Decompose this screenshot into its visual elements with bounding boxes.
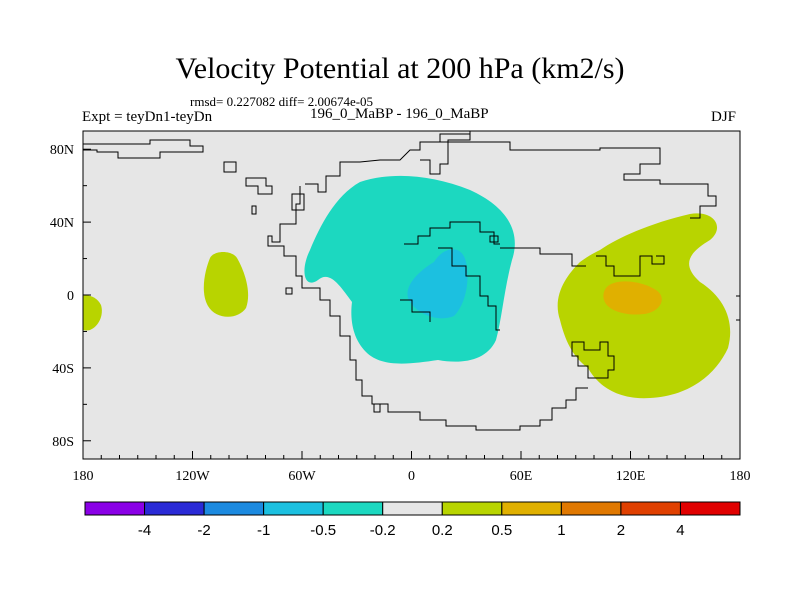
x-tick-label: 120E — [616, 469, 646, 484]
colorbar-label: 0.2 — [432, 522, 453, 539]
x-tick-label: 180 — [73, 469, 94, 484]
colorbar-label: 2 — [617, 522, 625, 539]
colorbar-label: -4 — [138, 522, 151, 539]
colorbar-swatch — [620, 501, 681, 516]
colorbar-label: 4 — [676, 522, 684, 539]
colorbar-swatch — [322, 501, 384, 516]
x-axis: 180 120W 60W 0 60E 120E 180 — [73, 451, 751, 484]
season-label: DJF — [711, 109, 737, 125]
y-tick-label: 40S — [52, 362, 74, 377]
x-tick-label: 180 — [730, 469, 751, 484]
y-axis: 80N 40N 0 40S 80S — [50, 143, 91, 450]
x-tick-label: 120W — [175, 469, 210, 484]
colorbar-label: 1 — [557, 522, 565, 539]
colorbar-swatch — [560, 501, 622, 516]
stats-text: rmsd= 0.227082 diff= 2.00674e-05 — [190, 94, 374, 109]
colorbar-label: 0.5 — [491, 522, 512, 539]
colorbar-swatch — [501, 501, 562, 516]
case-label: 196_0_MaBP - 196_0_MaBP — [310, 106, 489, 122]
colorbar-label: -0.2 — [370, 522, 396, 539]
y-tick-label: 80S — [52, 435, 74, 450]
x-tick-label: 60E — [510, 469, 533, 484]
colorbar: -4 -2 -1 -0.5 -0.2 0.2 0.5 1 2 4 — [84, 501, 741, 539]
colorbar-label: -1 — [257, 522, 270, 539]
x-tick-label: 60W — [288, 469, 316, 484]
colorbar-swatch — [382, 501, 443, 516]
x-tick-label: 0 — [408, 469, 415, 484]
coastlines — [83, 131, 740, 431]
experiment-label: Expt = teyDn1-teyDn — [82, 109, 213, 125]
colorbar-swatch — [263, 501, 324, 516]
y-tick-label: 40N — [50, 216, 74, 231]
contour-negative-strong — [407, 249, 468, 319]
contour-positive-strong — [603, 281, 662, 315]
colorbar-label: -2 — [197, 522, 210, 539]
plot-title: Velocity Potential at 200 hPa (km2/s) — [175, 52, 625, 85]
colorbar-swatch — [84, 501, 146, 516]
y-tick-label: 80N — [50, 143, 74, 158]
colorbar-swatch — [144, 501, 205, 516]
contour-negative-atlantic — [304, 175, 515, 364]
colorbar-swatch — [203, 501, 265, 516]
contour-positive-west-edge — [83, 295, 102, 331]
colorbar-label: -0.5 — [310, 522, 336, 539]
colorbar-swatch — [441, 501, 503, 516]
colorbar-swatch — [679, 501, 741, 516]
contour-fills — [83, 175, 731, 399]
y-tick-label: 0 — [67, 289, 74, 304]
contour-positive-pacific — [203, 252, 249, 317]
